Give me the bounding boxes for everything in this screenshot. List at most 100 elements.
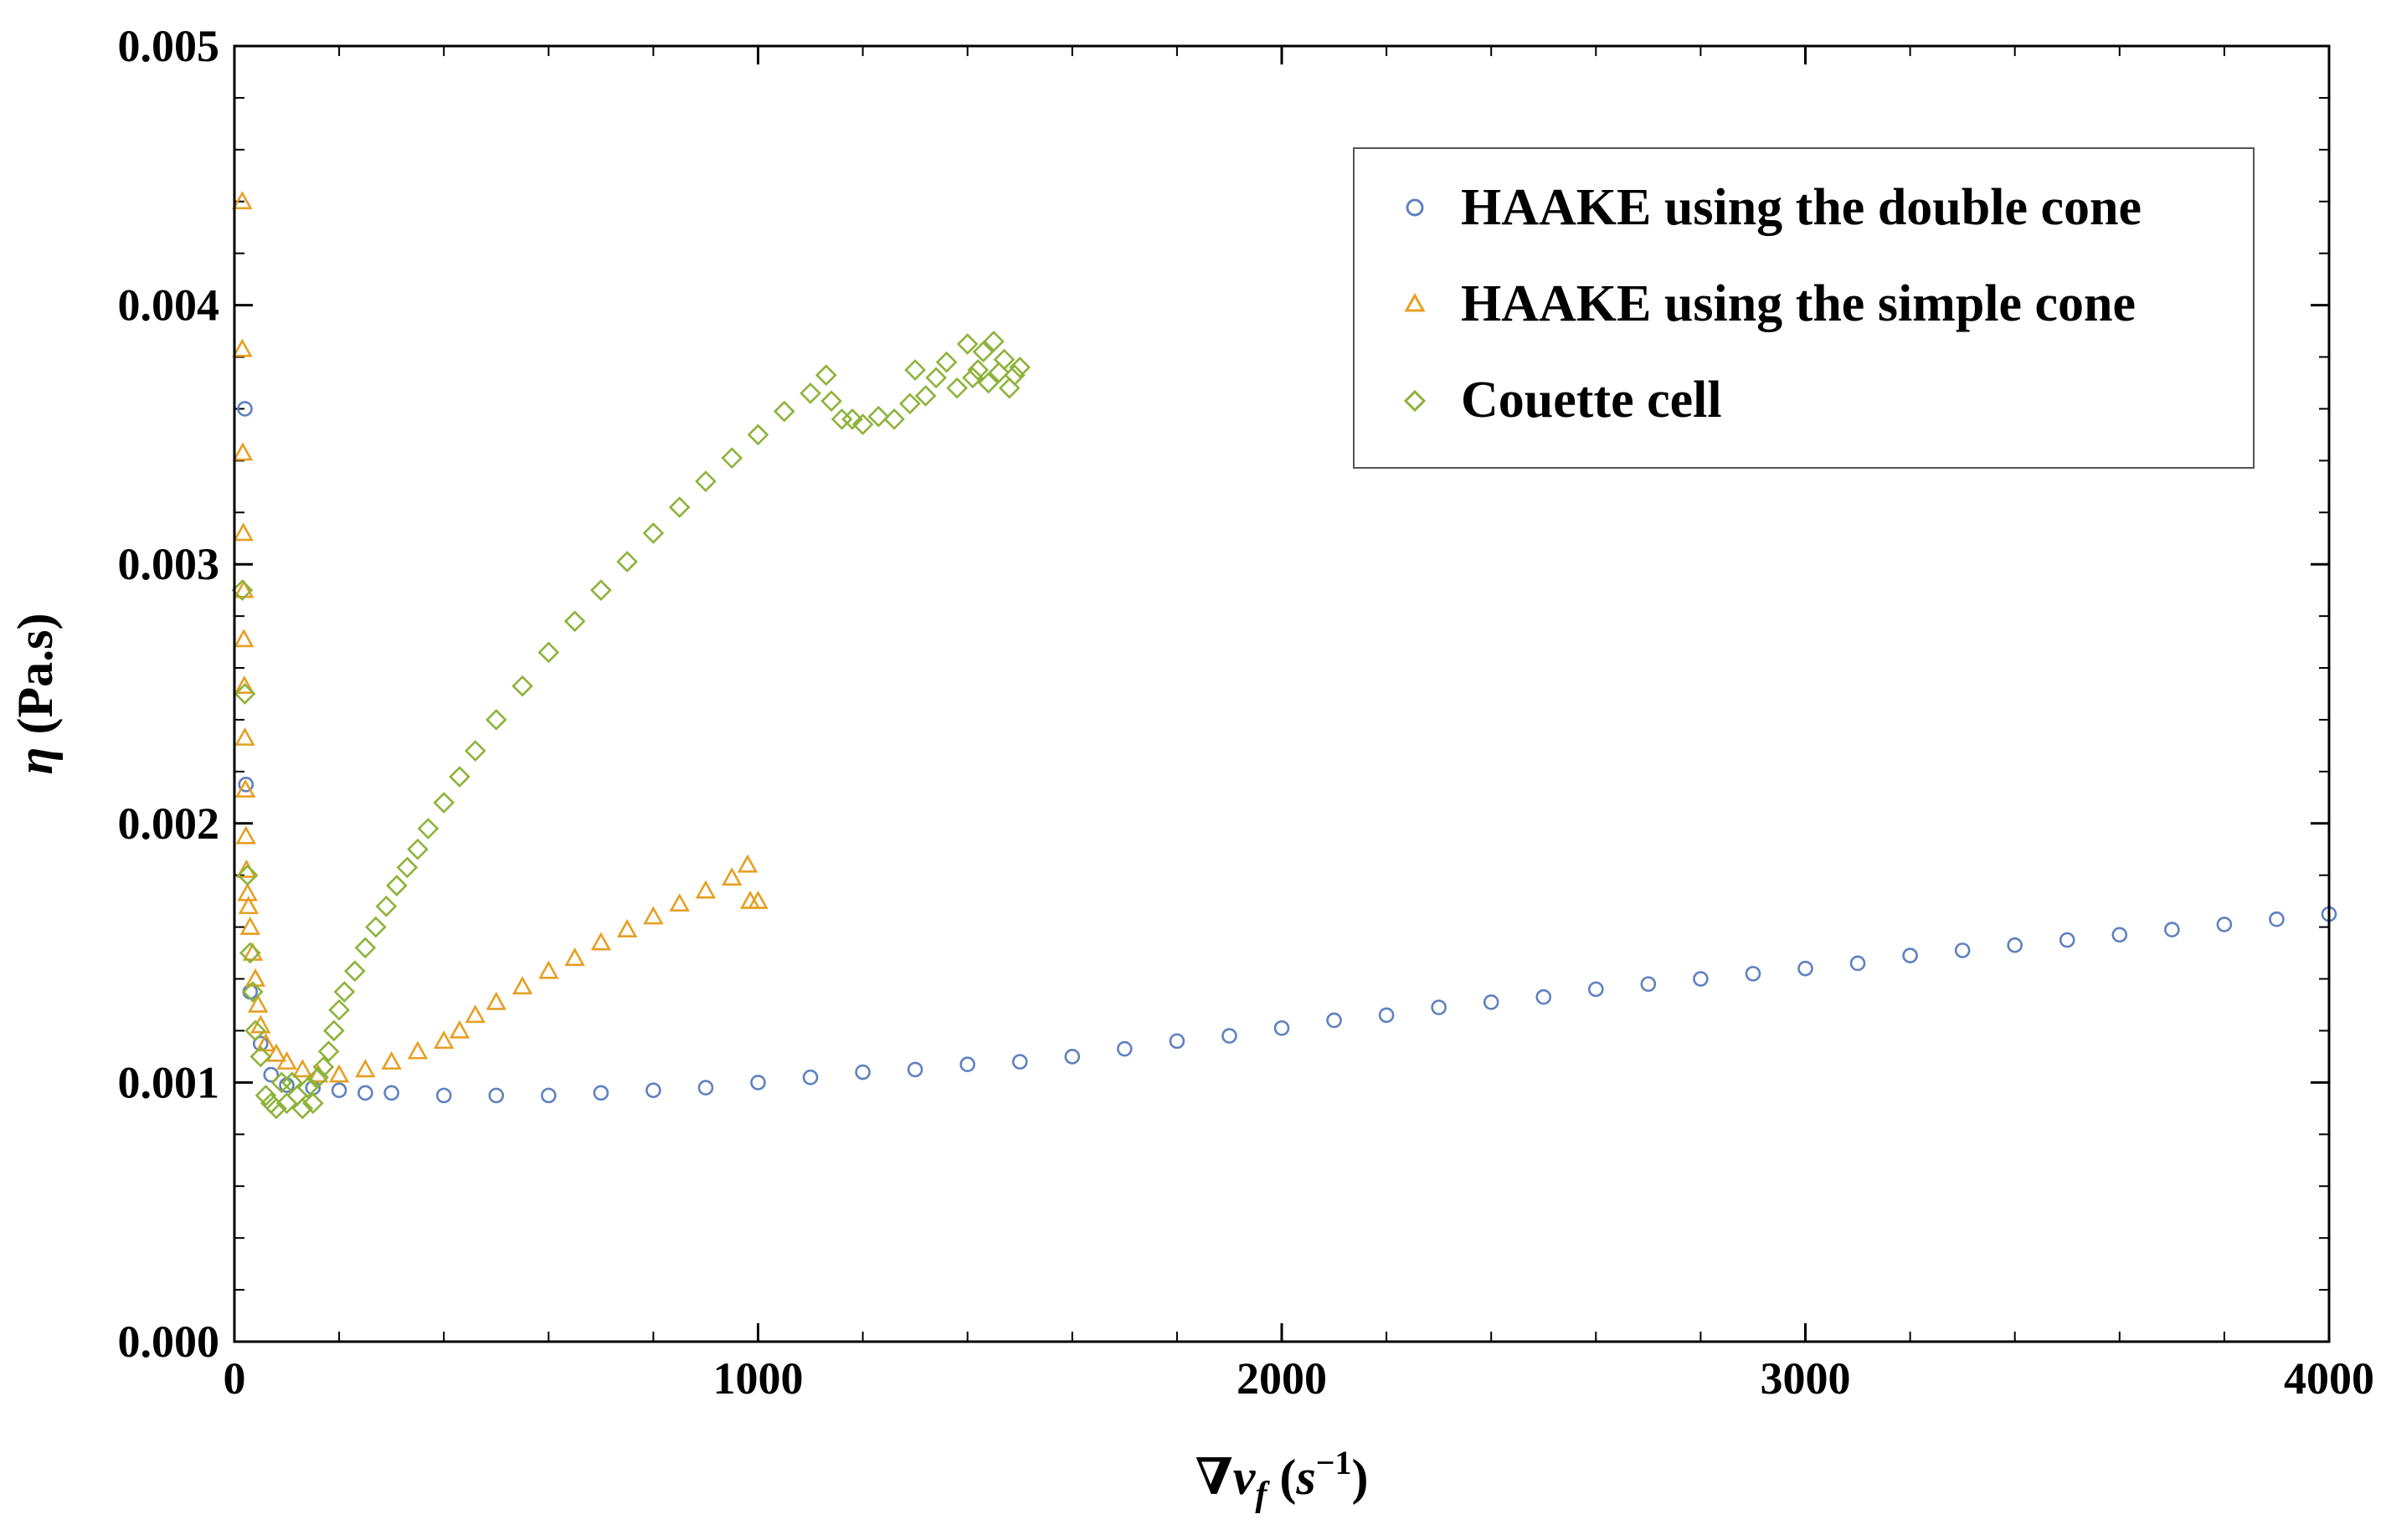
data-point xyxy=(1009,357,1031,378)
data-point xyxy=(485,709,507,731)
data-point xyxy=(312,1055,335,1078)
data-point xyxy=(234,683,256,705)
data-point xyxy=(375,896,398,917)
data-point xyxy=(2269,911,2285,927)
data-point xyxy=(2164,921,2180,938)
data-point xyxy=(1169,1033,1185,1050)
data-point xyxy=(1326,1012,1342,1029)
data-point xyxy=(983,331,1005,352)
data-point xyxy=(642,522,665,544)
data-point xyxy=(357,1085,373,1101)
data-point xyxy=(883,408,905,430)
data-point xyxy=(841,408,863,430)
legend-box xyxy=(1353,147,2255,469)
data-point xyxy=(323,1019,345,1042)
legend-label-simple-cone: HAAKE using the simple cone xyxy=(1461,275,2136,332)
data-point xyxy=(1640,976,1657,993)
data-point xyxy=(237,401,253,417)
y-axis-label: η (Pa.s) xyxy=(8,613,63,775)
data-point xyxy=(355,1059,376,1078)
data-point xyxy=(747,424,769,446)
data-point xyxy=(590,579,612,601)
data-point xyxy=(830,408,853,430)
data-point xyxy=(1431,999,1447,1015)
data-point xyxy=(247,993,269,1013)
legend-marker-couette xyxy=(1403,389,1427,413)
data-point xyxy=(488,1087,505,1104)
data-point xyxy=(449,1019,470,1039)
data-point xyxy=(232,191,253,210)
data-point xyxy=(270,1071,293,1094)
data-point xyxy=(904,359,926,381)
data-point xyxy=(962,367,984,389)
data-point xyxy=(988,362,1010,383)
data-point xyxy=(344,960,366,983)
data-point xyxy=(296,1076,319,1099)
data-point xyxy=(396,856,419,879)
y-tick-label: 0.004 xyxy=(118,280,220,331)
data-point xyxy=(231,579,254,601)
x-tick-label: 2000 xyxy=(1237,1353,1327,1404)
data-point xyxy=(2216,916,2233,932)
data-point xyxy=(695,880,717,899)
data-point xyxy=(1273,1020,1290,1036)
data-point xyxy=(645,1082,661,1098)
x-axis-label-open: ( xyxy=(1267,1450,1296,1505)
x-tick-label: 0 xyxy=(224,1353,246,1404)
data-point xyxy=(255,1085,277,1106)
data-point xyxy=(669,893,690,912)
data-point xyxy=(820,390,842,412)
data-point xyxy=(590,932,612,951)
data-point xyxy=(538,960,559,979)
data-point xyxy=(802,1069,819,1086)
data-point xyxy=(465,1004,486,1024)
legend-marker-double-cone xyxy=(1406,198,1424,217)
data-point xyxy=(695,470,717,492)
x-tick-labels: 0 1000 2000 3000 4000 xyxy=(224,1353,2375,1404)
data-point xyxy=(1011,1054,1028,1070)
x-axis-label-s: s xyxy=(1295,1450,1315,1505)
data-point xyxy=(486,991,506,1010)
data-point xyxy=(433,792,455,814)
data-point xyxy=(956,333,979,355)
data-point xyxy=(250,1014,271,1034)
data-point xyxy=(234,629,255,648)
x-axis-label: ∇vf (s−1) xyxy=(1196,1444,1369,1514)
data-point xyxy=(593,1085,609,1101)
data-point xyxy=(244,1019,266,1042)
legend-label-couette: Couette cell xyxy=(1461,372,1722,429)
data-point xyxy=(234,675,255,695)
data-point xyxy=(564,947,585,967)
data-point xyxy=(2007,937,2023,953)
data-point xyxy=(238,896,260,915)
data-point xyxy=(328,998,350,1021)
data-point xyxy=(977,372,1000,394)
data-point xyxy=(1221,1028,1237,1044)
data-point xyxy=(407,1040,429,1060)
data-point xyxy=(233,522,254,542)
data-point xyxy=(1797,960,1813,977)
data-point xyxy=(1064,1049,1081,1065)
y-tick-label: 0.002 xyxy=(118,798,220,849)
data-point xyxy=(750,1075,766,1091)
data-point xyxy=(238,777,255,793)
data-point xyxy=(935,351,958,373)
data-point xyxy=(1588,981,1604,998)
data-point xyxy=(249,1045,272,1068)
data-point xyxy=(972,341,995,363)
y-tick-label: 0.005 xyxy=(118,21,220,71)
data-point xyxy=(1745,966,1761,982)
x-axis-label-close: ) xyxy=(1351,1450,1368,1505)
data-point xyxy=(993,348,1016,371)
data-point xyxy=(236,864,259,886)
data-point xyxy=(643,906,664,925)
data-point xyxy=(815,364,837,387)
data-point xyxy=(959,1056,975,1073)
data-point xyxy=(464,740,486,762)
data-point xyxy=(234,778,256,798)
data-point xyxy=(773,400,795,423)
data-point xyxy=(1954,942,1971,958)
y-tick-labels: 0.000 0.001 0.002 0.003 0.004 0.005 xyxy=(118,21,220,1367)
x-tick-label: 4000 xyxy=(2284,1353,2374,1404)
